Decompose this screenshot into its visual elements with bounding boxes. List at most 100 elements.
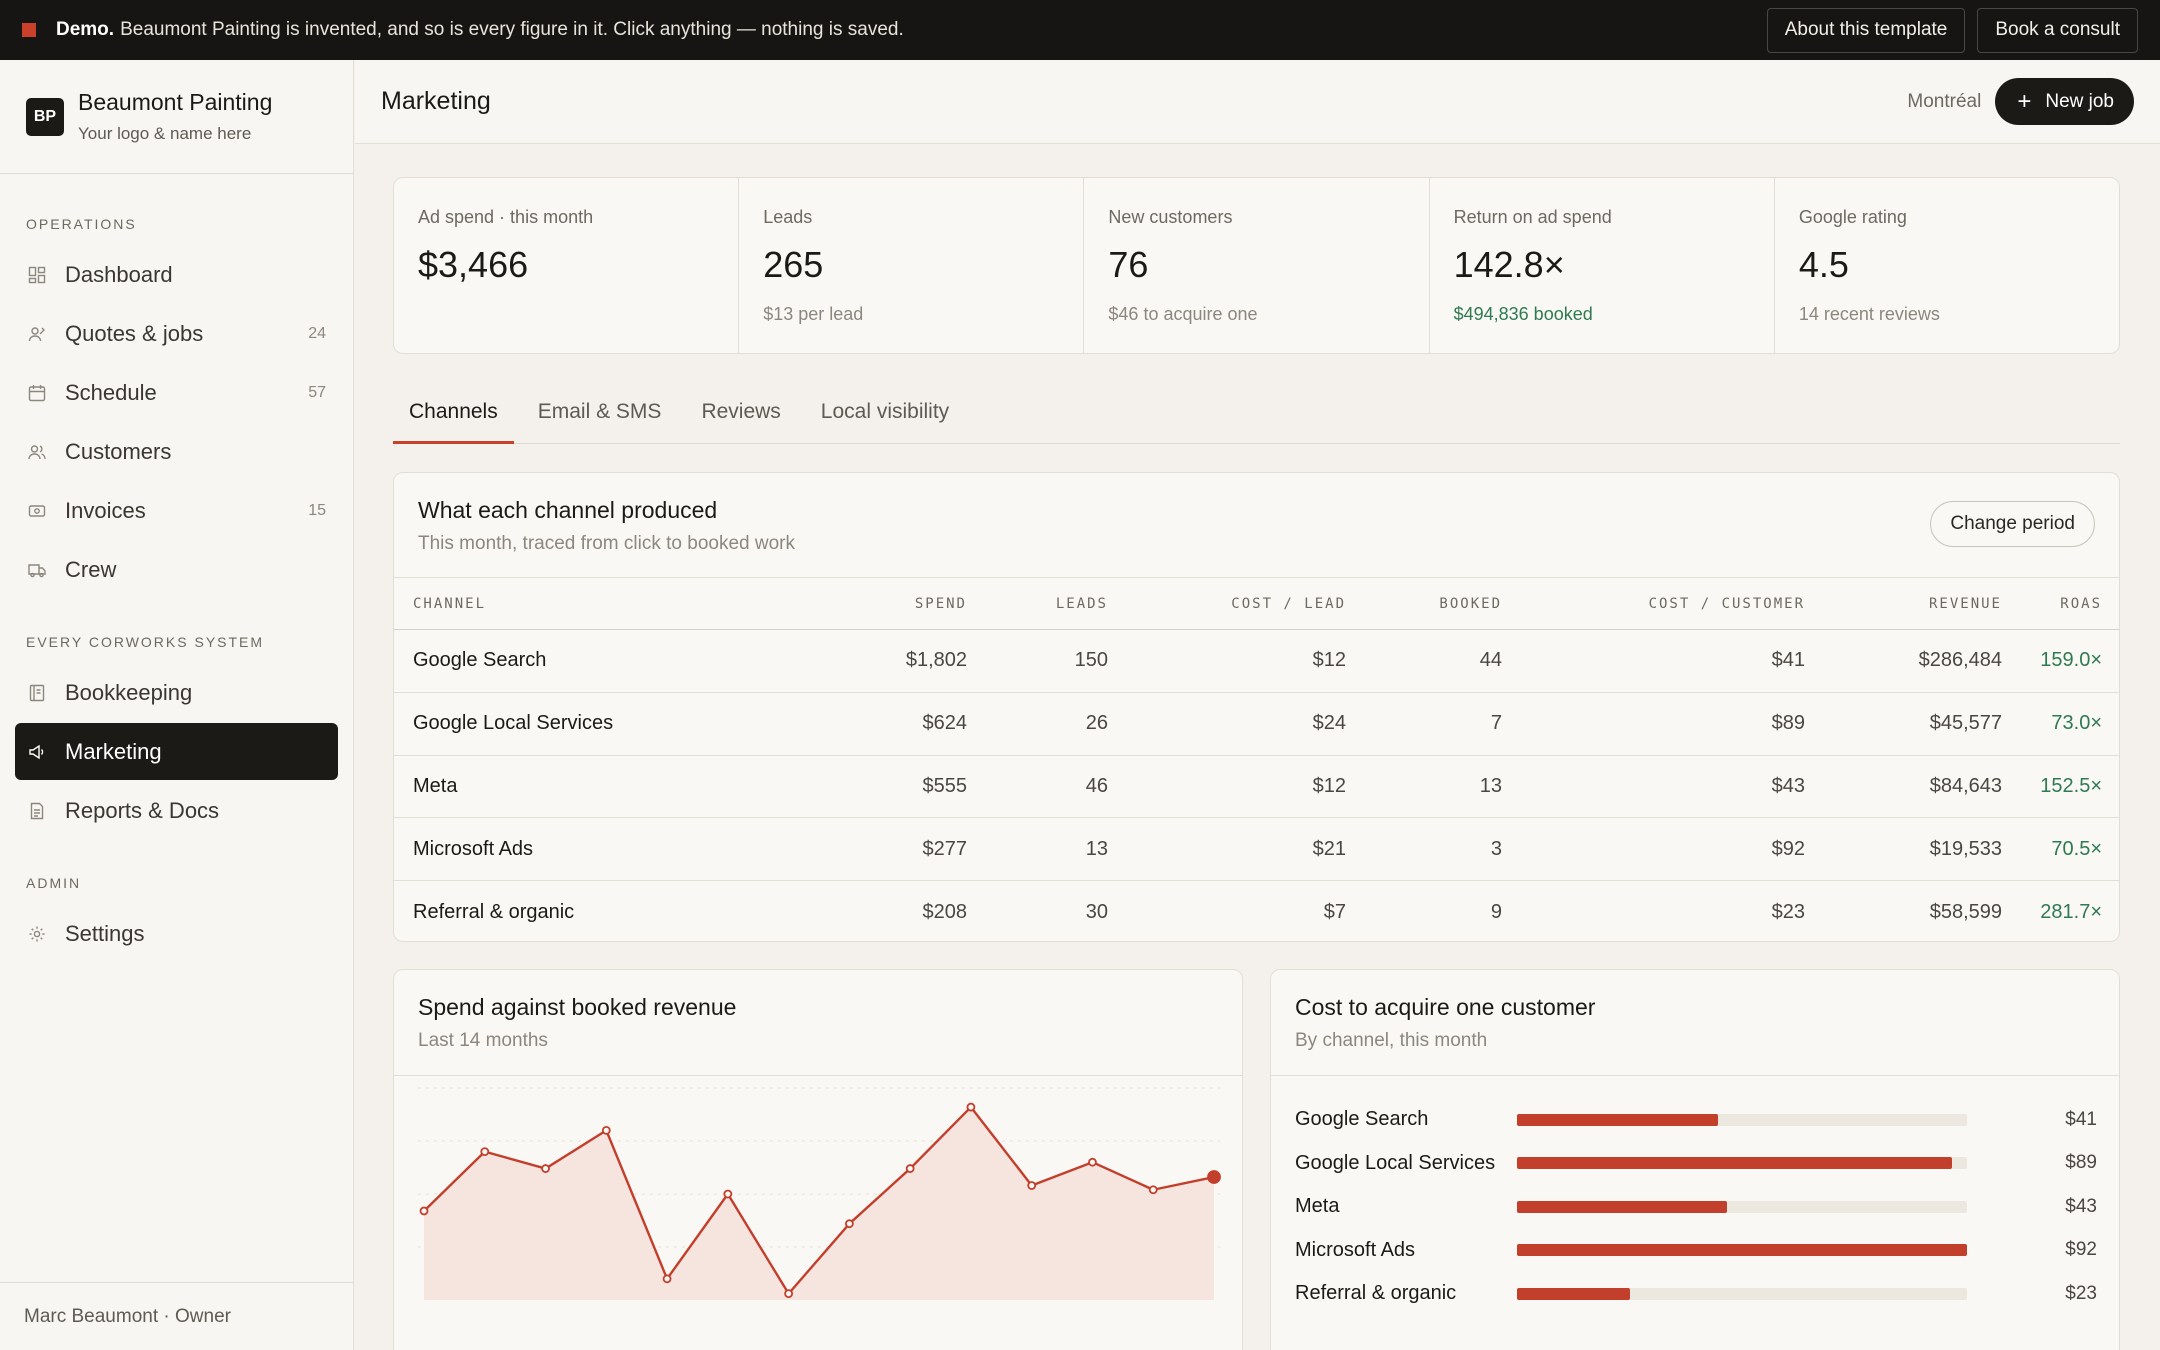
card-divider	[1271, 1075, 2119, 1076]
bar-track	[1517, 1244, 1967, 1257]
column-header[interactable]: ROAS	[2002, 577, 2119, 630]
bar-value: $43	[2065, 1195, 2097, 1217]
cell-revenue: $286,484	[1805, 629, 2002, 693]
cell-revenue: $19,533	[1805, 817, 2002, 882]
kpi-sub: 14 recent reviews	[1798, 304, 1940, 324]
page-header: Marketing Montréal + New job	[355, 60, 2160, 144]
sidebar-item-crew[interactable]: Crew	[15, 541, 338, 598]
cell-booked: 13	[1346, 755, 1502, 819]
cell-roas: 281.7×	[2040, 900, 2102, 923]
cell-channel: Google Local Services	[394, 692, 734, 756]
card-divider	[394, 1075, 1242, 1076]
cell-revenue: $45,577	[1805, 692, 2002, 756]
data-point	[419, 1206, 429, 1216]
table-row[interactable]: Google Search $1,802 150 $12 44 $41 $286…	[394, 629, 2119, 693]
cell-cost-customer: $23	[1771, 900, 1805, 923]
tab-channels[interactable]: Channels	[393, 384, 514, 444]
count-badge: 57	[308, 383, 326, 401]
cell-cost-lead: $24	[1108, 692, 1346, 756]
card-title: Cost to acquire one customer	[1295, 994, 1596, 1020]
sidebar-item-label: Dashboard	[65, 261, 173, 287]
new-job-label: New job	[2045, 90, 2114, 112]
cell-booked: 9	[1490, 900, 1502, 923]
book-consult-button[interactable]: Book a consult	[1977, 7, 2138, 53]
location-label[interactable]: Montréal	[1907, 90, 1982, 112]
cell-booked: 3	[1346, 817, 1502, 882]
tab-email-sms[interactable]: Email & SMS	[537, 400, 662, 423]
cell-roas: 73.0×	[2002, 692, 2119, 756]
kpi-strip: Ad spend · this month $3,466 Leads 265 $…	[393, 177, 2120, 354]
column-header[interactable]: SPEND	[734, 577, 967, 630]
tab-local-visibility[interactable]: Local visibility	[820, 400, 950, 423]
sidebar-item-dashboard[interactable]: Dashboard	[15, 246, 338, 303]
demo-banner: Demo. Beaumont Painting is invented, and …	[0, 0, 2160, 60]
sidebar-item-bookkeeping[interactable]: Bookkeeping	[15, 664, 338, 721]
kpi-new-customers: New customers 76 $46 to acquire one	[1084, 178, 1430, 353]
kpi-label: Google rating	[1798, 207, 1907, 227]
area-fill	[424, 1107, 1214, 1300]
cell-cost-lead: $21	[1108, 817, 1346, 882]
cell-channel: Referral & organic	[413, 900, 575, 923]
column-header[interactable]: CHANNEL	[394, 577, 734, 630]
cac-card: Cost to acquire one customer By channel,…	[1270, 969, 2120, 1350]
bar-track	[1517, 1287, 1967, 1300]
kpi-label: Ad spend · this month	[418, 207, 594, 227]
data-point	[1088, 1157, 1097, 1167]
table-row[interactable]: Referral & organic $208 30 $7 9 $23 $58,…	[394, 881, 2119, 941]
bar-value: $23	[2065, 1282, 2097, 1304]
bar-value: $92	[2065, 1239, 2097, 1261]
cell-cost-customer: $92	[1502, 817, 1805, 882]
sidebar-item-label: Invoices	[65, 497, 146, 523]
nav-section-operations: OPERATIONS	[26, 216, 137, 232]
cell-revenue: $58,599	[1929, 900, 2002, 923]
kpi-sub: $13 per lead	[763, 304, 864, 324]
column-header[interactable]: BOOKED	[1346, 577, 1502, 630]
series-line	[423, 1105, 1215, 1295]
column-header[interactable]: REVENUE	[1805, 577, 2002, 630]
bar-row: Referral & organic $23	[1271, 1272, 2119, 1316]
cell-booked: 7	[1346, 692, 1502, 756]
change-period-button[interactable]: Change period	[1930, 501, 2095, 547]
spend-revenue-card: Spend against booked revenue Last 14 mon…	[393, 969, 1243, 1350]
cell-spend: $277	[734, 817, 967, 882]
table-row[interactable]: Google Local Services $624 26 $24 7 $89 …	[394, 692, 2119, 756]
sidebar-item-reports-docs[interactable]: Reports & Docs	[15, 782, 338, 839]
sidebar-item-settings[interactable]: Settings	[15, 905, 338, 962]
users-icon	[27, 442, 47, 462]
bar-fill	[1517, 1244, 1967, 1257]
demo-text: Demo. Beaumont Painting is invented, and …	[56, 19, 904, 41]
cell-leads: 46	[967, 755, 1108, 819]
cell-leads: 150	[967, 629, 1108, 693]
gear-icon	[27, 924, 47, 944]
cell-cost-customer: $89	[1502, 692, 1805, 756]
brand[interactable]: BP Beaumont Painting Your logo & name he…	[0, 60, 353, 174]
sidebar-item-customers[interactable]: Customers	[15, 423, 338, 480]
sidebar-item-label: Marketing	[65, 738, 162, 764]
sidebar-item-label: Reports & Docs	[65, 797, 220, 823]
new-job-button[interactable]: + New job	[1995, 78, 2134, 125]
cac-bar-list: Google Search $41 Google Local Services …	[1271, 1098, 2119, 1316]
column-header[interactable]: LEADS	[967, 577, 1108, 630]
bar-fill	[1517, 1157, 1953, 1170]
cell-spend: $208	[922, 900, 968, 923]
table-header-row: CHANNEL SPEND LEADS COST / LEAD BOOKED C…	[394, 577, 2119, 630]
kpi-label: Return on ad spend	[1453, 207, 1612, 227]
bar-label: Google Local Services	[1295, 1151, 1496, 1174]
tab-reviews[interactable]: Reviews	[701, 400, 781, 423]
cell-cost-lead: $12	[1108, 755, 1346, 819]
cell-cost-lead: $12	[1108, 629, 1346, 693]
table-row[interactable]: Microsoft Ads $277 13 $21 3 $92 $19,533 …	[394, 817, 2119, 882]
sidebar-item-invoices[interactable]: Invoices 15	[15, 482, 338, 539]
kpi-label: New customers	[1108, 207, 1233, 227]
data-point	[601, 1126, 611, 1135]
user-footer[interactable]: Marc Beaumont · Owner	[0, 1282, 353, 1350]
brand-logo: BP	[26, 97, 64, 136]
sidebar-item-quotes-jobs[interactable]: Quotes & jobs 24	[15, 305, 338, 362]
cell-roas: 152.5×	[2002, 755, 2119, 819]
sidebar-item-marketing[interactable]: Marketing	[15, 723, 338, 780]
column-header[interactable]: COST / LEAD	[1108, 577, 1346, 630]
sidebar-item-schedule[interactable]: Schedule 57	[15, 364, 338, 421]
table-row[interactable]: Meta $555 46 $12 13 $43 $84,643 152.5×	[394, 755, 2119, 819]
column-header[interactable]: COST / CUSTOMER	[1502, 577, 1805, 630]
about-template-button[interactable]: About this template	[1766, 7, 1966, 53]
